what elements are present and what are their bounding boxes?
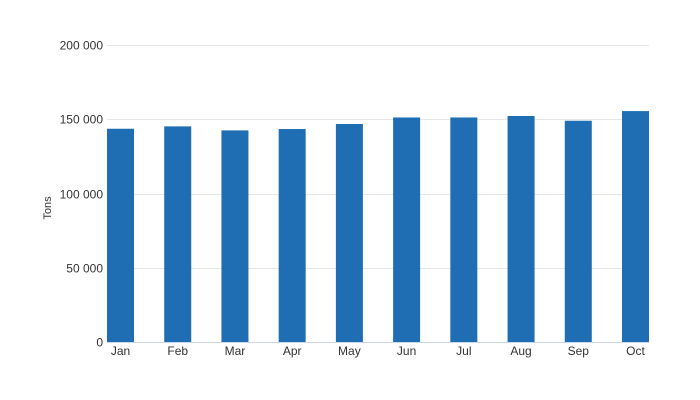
x-tick-label: Apr: [283, 344, 302, 358]
y-tick-label: 0: [96, 336, 103, 350]
bar-jan: [107, 128, 134, 342]
bar-mar: [221, 130, 249, 342]
bar-apr: [278, 129, 306, 342]
watermark-overlay: 333333: [121, 165, 635, 326]
x-tick-label: Jun: [397, 344, 416, 358]
bar-may: [335, 124, 363, 342]
bar-feb: [164, 126, 192, 343]
bars: [107, 111, 649, 343]
x-tick-label: May: [338, 344, 361, 358]
bar-sep: [564, 120, 592, 342]
x-tick-label: Mar: [225, 344, 246, 358]
gridlines: [107, 45, 649, 269]
x-tick-label: Jul: [456, 344, 471, 358]
y-tick-label: 200 000: [60, 39, 104, 53]
y-tick-label: 50 000: [66, 262, 103, 276]
bar-jul: [450, 117, 478, 342]
y-tick-label: 100 000: [60, 188, 104, 202]
x-tick-label: Aug: [510, 344, 531, 358]
x-axis-tick-labels: Jan Feb Mar Apr May Jun Jul Aug Sep Oct: [111, 344, 646, 358]
x-tick-label: Sep: [568, 344, 590, 358]
y-tick-label: 150 000: [60, 113, 104, 127]
y-axis-title: Tons: [42, 196, 54, 220]
x-tick-label: Jan: [111, 344, 130, 358]
bar-aug: [507, 115, 535, 342]
bar-oct: [622, 111, 649, 343]
x-tick-label: Feb: [167, 344, 188, 358]
x-tick-label: Oct: [626, 344, 645, 358]
bar-jun: [393, 117, 421, 342]
y-axis-tick-labels: 0 50 000 100 000 150 000 200 000: [60, 39, 104, 350]
